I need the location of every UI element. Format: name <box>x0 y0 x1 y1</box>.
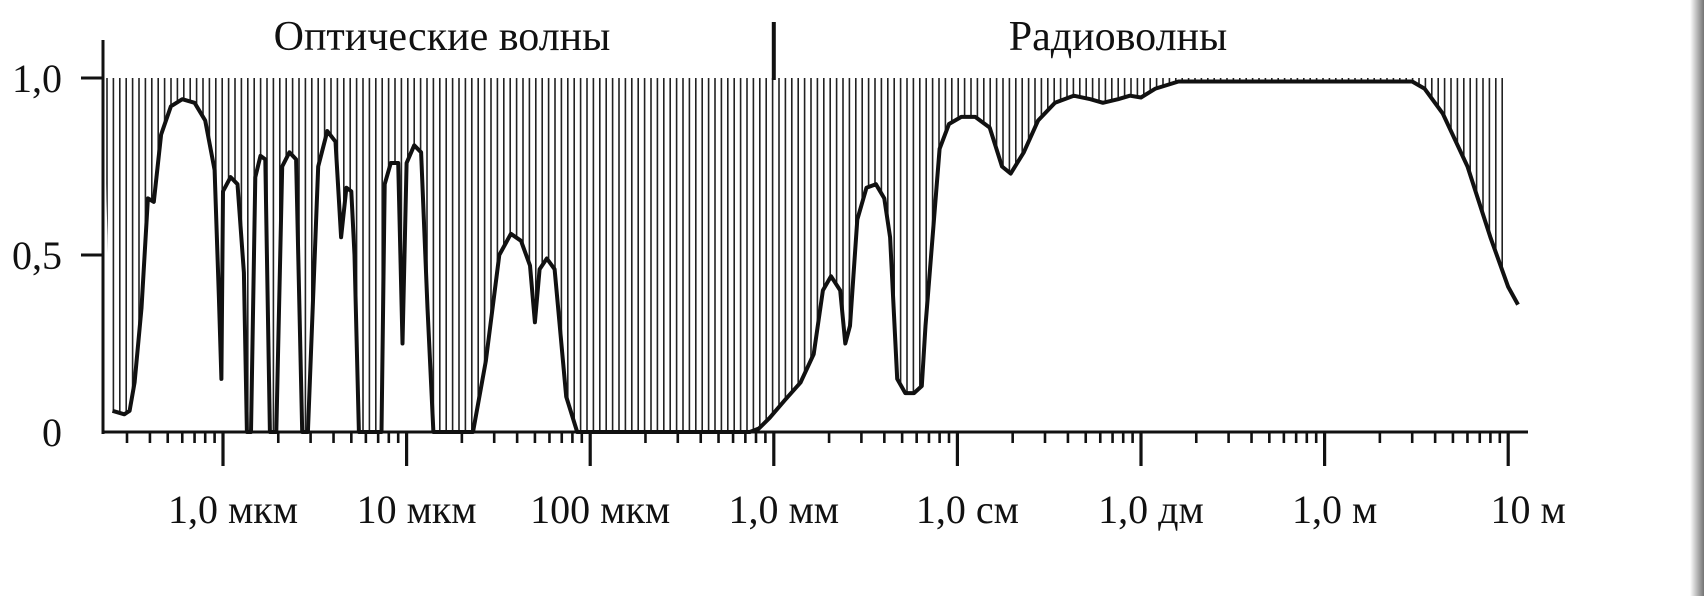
x-tick-label: 1,0 см <box>916 487 1019 532</box>
x-tick-label: 1,0 мкм <box>168 487 298 532</box>
x-tick-label: 1,0 м <box>1292 487 1377 532</box>
x-tick-label: 10 м <box>1491 487 1566 532</box>
scan-edge-shadow <box>1690 0 1704 596</box>
y-tick-label: 0,5 <box>12 233 62 278</box>
x-tick-label: 1,0 мм <box>728 487 839 532</box>
x-tick-label: 1,0 дм <box>1098 487 1204 532</box>
y-tick-label: 0 <box>42 410 62 455</box>
transmission-curve-series <box>111 79 1520 434</box>
x-tick-label: 10 мкм <box>357 487 477 532</box>
axes <box>81 22 1528 466</box>
labels: 0 0,5 1,0 1,0 мкм 10 мкм 100 мкм 1,0 мм 1,0 см 1… <box>12 14 1566 532</box>
region-label: Радиоволны <box>1009 14 1228 60</box>
y-tick-label: 1,0 <box>12 56 62 101</box>
x-tick-label: 100 мкм <box>530 487 670 532</box>
region-label: Оптические волны <box>274 14 611 60</box>
